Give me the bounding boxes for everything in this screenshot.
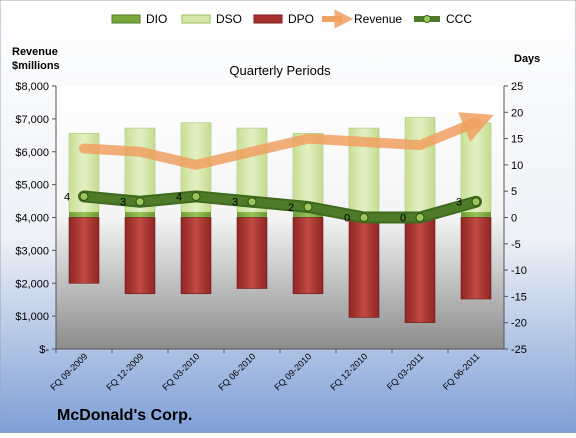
legend-swatch-dio <box>111 14 141 24</box>
left-axis-tick-label: $3,000 <box>15 245 49 257</box>
ccc-point <box>191 191 201 201</box>
left-axis-tick-label: $5,000 <box>15 180 49 192</box>
dso-bar <box>404 117 436 213</box>
ccc-point <box>135 197 145 207</box>
ccc-data-label: 0 <box>400 213 406 225</box>
ccc-point <box>247 197 257 207</box>
right-axis-tick-label: 20 <box>511 107 523 119</box>
dpo-bar <box>292 217 324 295</box>
ccc-data-label: 3 <box>456 197 462 209</box>
legend: DIO DSO DPO Revenue CCC <box>111 9 472 29</box>
right-axis-tick-label: -5 <box>511 239 521 251</box>
ccc-data-label: 0 <box>344 213 350 225</box>
ccc-data-label: 2 <box>288 202 294 214</box>
ccc-point <box>471 197 481 207</box>
dpo-bar <box>124 217 156 295</box>
legend-marker-ccc <box>423 15 431 23</box>
right-axis-tick-label: -10 <box>511 265 527 277</box>
dio-bar <box>125 212 155 218</box>
dio-bar <box>293 212 323 218</box>
dpo-bar <box>348 217 380 318</box>
bars-layer <box>68 117 492 323</box>
dpo-bar <box>180 217 212 295</box>
legend-label-revenue: Revenue <box>354 12 402 26</box>
dpo-bar <box>236 217 268 289</box>
ccc-line <box>80 192 480 222</box>
left-axis-tick-label: $1,000 <box>15 311 49 323</box>
left-axis-tick-label: $6,000 <box>15 147 49 159</box>
legend-label-dso: DSO <box>216 12 242 26</box>
right-axis-tick-label: -15 <box>511 291 527 303</box>
left-axis-tick-label: $4,000 <box>15 213 49 225</box>
right-axis-tick-label: 25 <box>511 81 523 93</box>
ccc-data-label: 4 <box>64 191 70 203</box>
dio-bar <box>69 212 99 218</box>
right-axis-tick-label: 5 <box>511 186 517 198</box>
right-axis-tick-label: -25 <box>511 344 527 356</box>
dso-bar <box>292 133 324 213</box>
right-axis-tick-label: -20 <box>511 318 527 330</box>
dpo-bar <box>460 217 492 300</box>
legend-swatch-dso <box>181 14 211 24</box>
right-axis-tick-label: 0 <box>511 213 517 225</box>
legend-label-ccc: CCC <box>446 12 472 26</box>
left-axis-tick-label: $- <box>39 344 49 356</box>
left-axis-title-line1: Revenue <box>12 46 58 58</box>
legend-label-dio: DIO <box>146 12 167 26</box>
chart-title: Quarterly Periods <box>229 63 331 78</box>
ccc-point <box>79 191 89 201</box>
right-axis-title: Days <box>514 53 540 65</box>
ccc-data-label: 3 <box>232 197 238 209</box>
revenue-line <box>79 112 494 170</box>
dpo-bar <box>404 217 436 323</box>
ccc-point <box>303 202 313 212</box>
dio-bar <box>181 212 211 218</box>
ccc-data-label: 3 <box>120 197 126 209</box>
left-axis-tick-label: $8,000 <box>15 81 49 93</box>
legend-label-dpo: DPO <box>288 12 314 26</box>
left-axis-tick-label: $2,000 <box>15 278 49 290</box>
right-axis-tick-label: 10 <box>511 160 523 172</box>
lines-layer: 4 3 4 3 2 0 0 3 <box>64 112 494 225</box>
dio-bar <box>461 212 491 218</box>
left-axis-tick-label: $7,000 <box>15 114 49 126</box>
dio-bar <box>237 212 267 218</box>
legend-swatch-dpo <box>253 14 283 24</box>
company-name: McDonald's Corp. <box>57 407 192 424</box>
right-axis-tick-label: 15 <box>511 134 523 146</box>
left-axis-title-line2: $millions <box>12 60 60 72</box>
dpo-bar <box>68 217 100 284</box>
ccc-point <box>415 213 425 222</box>
ccc-point <box>359 213 369 222</box>
ccc-data-label: 4 <box>176 191 182 203</box>
